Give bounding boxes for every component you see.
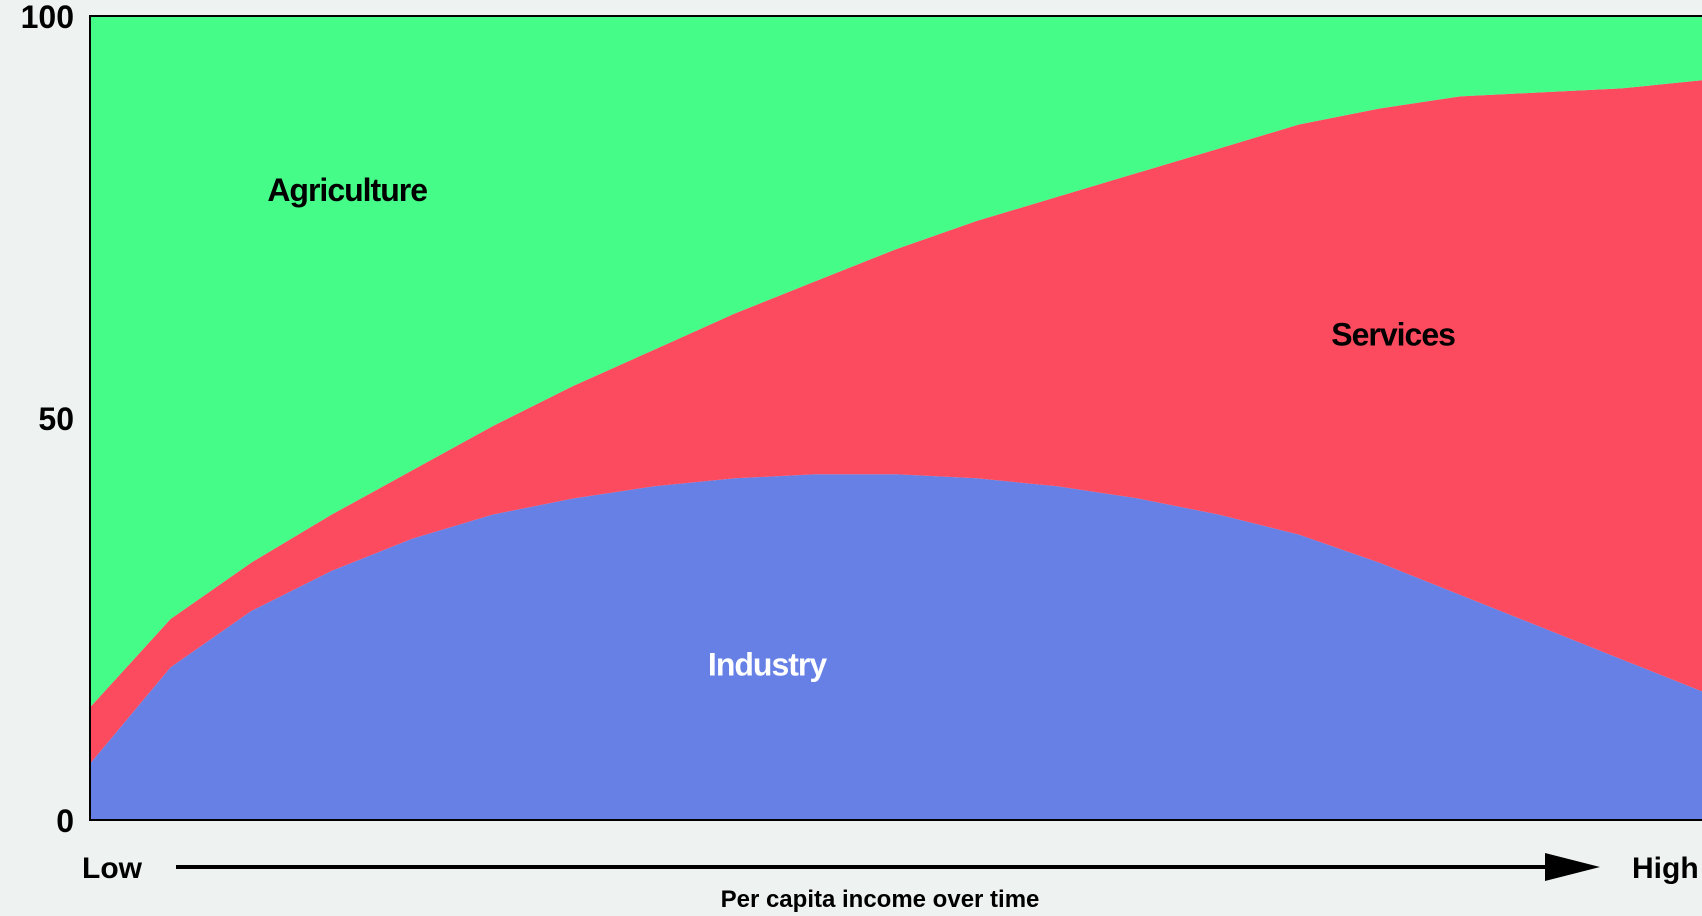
x-end-label: High [1632, 852, 1699, 885]
x-axis-arrow: Low High [82, 852, 1699, 885]
area-agriculture [90, 16, 1702, 708]
y-tick-label-50: 50 [38, 401, 74, 437]
x-start-label: Low [82, 852, 143, 885]
y-tick-label-100: 100 [21, 0, 74, 35]
y-tick-label-0: 0 [56, 803, 74, 839]
x-axis-caption: Per capita income over time [721, 886, 1040, 913]
agriculture-area-label: Agriculture [267, 172, 427, 208]
services-area-label: Services [1331, 317, 1455, 353]
y-axis-ticks: 0 50 100 [21, 0, 74, 839]
area-layer [90, 16, 1702, 820]
industry-area-label: Industry [708, 646, 827, 682]
area-industry [90, 474, 1702, 820]
plot-frame [89, 15, 1702, 821]
area-services [90, 80, 1702, 764]
arrow-head-icon [1545, 853, 1600, 881]
